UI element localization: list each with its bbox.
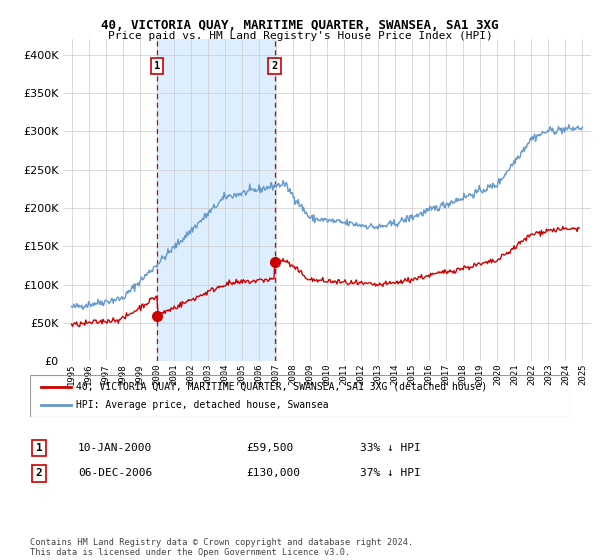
- Text: 37% ↓ HPI: 37% ↓ HPI: [360, 468, 421, 478]
- Text: HPI: Average price, detached house, Swansea: HPI: Average price, detached house, Swan…: [76, 400, 329, 410]
- Text: £130,000: £130,000: [246, 468, 300, 478]
- Text: 2: 2: [271, 61, 278, 71]
- Bar: [157, 39, 275, 361]
- Text: Price paid vs. HM Land Registry's House Price Index (HPI): Price paid vs. HM Land Registry's House …: [107, 31, 493, 41]
- Text: 33% ↓ HPI: 33% ↓ HPI: [360, 443, 421, 453]
- Text: 40, VICTORIA QUAY, MARITIME QUARTER, SWANSEA, SA1 3XG (detached house): 40, VICTORIA QUAY, MARITIME QUARTER, SWA…: [76, 382, 487, 392]
- Text: 1: 1: [35, 443, 43, 453]
- Text: 10-JAN-2000: 10-JAN-2000: [78, 443, 152, 453]
- Text: 06-DEC-2006: 06-DEC-2006: [78, 468, 152, 478]
- Text: Contains HM Land Registry data © Crown copyright and database right 2024.
This d: Contains HM Land Registry data © Crown c…: [30, 538, 413, 557]
- Text: £59,500: £59,500: [246, 443, 293, 453]
- Text: 2: 2: [35, 468, 43, 478]
- Text: 40, VICTORIA QUAY, MARITIME QUARTER, SWANSEA, SA1 3XG: 40, VICTORIA QUAY, MARITIME QUARTER, SWA…: [101, 18, 499, 32]
- Text: 1: 1: [154, 61, 160, 71]
